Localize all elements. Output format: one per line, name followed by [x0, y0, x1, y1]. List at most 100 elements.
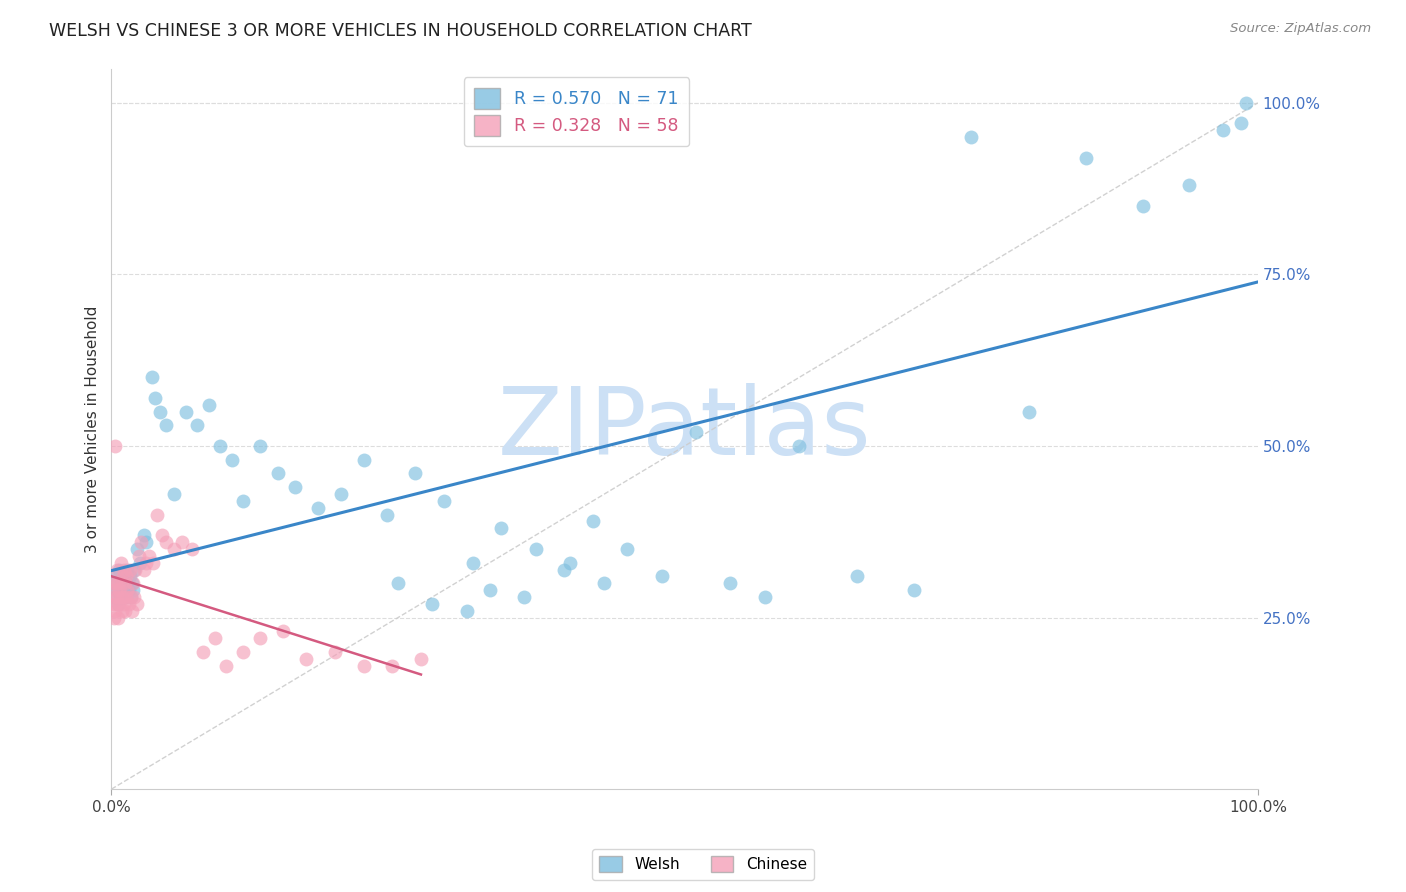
Point	[1178, 178, 1201, 193]
Point	[108, 583, 131, 598]
Point	[115, 590, 138, 604]
Point	[103, 610, 125, 624]
Point	[101, 576, 124, 591]
Point	[558, 556, 581, 570]
Text: ZIPatlas: ZIPatlas	[498, 383, 872, 475]
Point	[209, 439, 232, 453]
Point	[232, 645, 254, 659]
Point	[111, 590, 134, 604]
Point	[120, 590, 142, 604]
Point	[1212, 123, 1234, 137]
Point	[353, 658, 375, 673]
Point	[433, 494, 456, 508]
Point	[295, 652, 318, 666]
Point	[489, 521, 512, 535]
Point	[122, 583, 145, 598]
Point	[172, 535, 194, 549]
Point	[1234, 95, 1257, 110]
Point	[128, 549, 150, 563]
Point	[103, 590, 125, 604]
Point	[754, 590, 776, 604]
Point	[125, 597, 148, 611]
Point	[117, 562, 139, 576]
Point	[124, 590, 146, 604]
Point	[616, 541, 638, 556]
Point	[1229, 116, 1251, 130]
Point	[163, 487, 186, 501]
Point	[513, 590, 536, 604]
Text: WELSH VS CHINESE 3 OR MORE VEHICLES IN HOUSEHOLD CORRELATION CHART: WELSH VS CHINESE 3 OR MORE VEHICLES IN H…	[49, 22, 752, 40]
Point	[1132, 199, 1154, 213]
Point	[110, 590, 132, 604]
Point	[118, 562, 141, 576]
Point	[456, 604, 478, 618]
Point	[150, 528, 173, 542]
Point	[121, 576, 143, 591]
Point	[111, 583, 134, 598]
Point	[104, 439, 127, 453]
Point	[478, 583, 501, 598]
Point	[117, 597, 139, 611]
Point	[845, 569, 868, 583]
Point	[111, 604, 134, 618]
Point	[110, 590, 132, 604]
Point	[787, 439, 810, 453]
Point	[114, 604, 136, 618]
Point	[155, 535, 177, 549]
Point	[142, 556, 165, 570]
Legend: R = 0.570   N = 71, R = 0.328   N = 58: R = 0.570 N = 71, R = 0.328 N = 58	[464, 78, 689, 146]
Point	[105, 597, 128, 611]
Point	[174, 405, 197, 419]
Point	[524, 541, 547, 556]
Point	[266, 467, 288, 481]
Point	[141, 370, 163, 384]
Point	[204, 631, 226, 645]
Point	[117, 583, 139, 598]
Point	[110, 556, 132, 570]
Legend: Welsh, Chinese: Welsh, Chinese	[592, 848, 814, 880]
Point	[221, 452, 243, 467]
Point	[111, 576, 134, 591]
Point	[329, 487, 352, 501]
Point	[103, 576, 125, 591]
Point	[108, 562, 131, 576]
Point	[112, 597, 135, 611]
Point	[105, 583, 128, 598]
Point	[249, 439, 271, 453]
Point	[143, 391, 166, 405]
Point	[138, 549, 160, 563]
Point	[375, 508, 398, 522]
Point	[115, 576, 138, 591]
Point	[135, 535, 157, 549]
Point	[409, 652, 432, 666]
Point	[112, 569, 135, 583]
Point	[104, 583, 127, 598]
Point	[232, 494, 254, 508]
Point	[155, 418, 177, 433]
Point	[111, 569, 134, 583]
Point	[553, 562, 575, 576]
Point	[135, 556, 157, 570]
Point	[685, 425, 707, 440]
Point	[105, 576, 128, 591]
Point	[101, 597, 124, 611]
Point	[105, 569, 128, 583]
Point	[323, 645, 346, 659]
Point	[307, 500, 329, 515]
Point	[120, 590, 142, 604]
Point	[121, 604, 143, 618]
Point	[122, 576, 145, 591]
Point	[104, 590, 127, 604]
Point	[105, 590, 128, 604]
Point	[198, 398, 221, 412]
Point	[163, 541, 186, 556]
Point	[461, 556, 484, 570]
Point	[112, 562, 135, 576]
Point	[132, 528, 155, 542]
Point	[148, 405, 170, 419]
Point	[115, 569, 138, 583]
Point	[132, 562, 155, 576]
Point	[129, 535, 152, 549]
Point	[381, 658, 404, 673]
Point	[191, 645, 214, 659]
